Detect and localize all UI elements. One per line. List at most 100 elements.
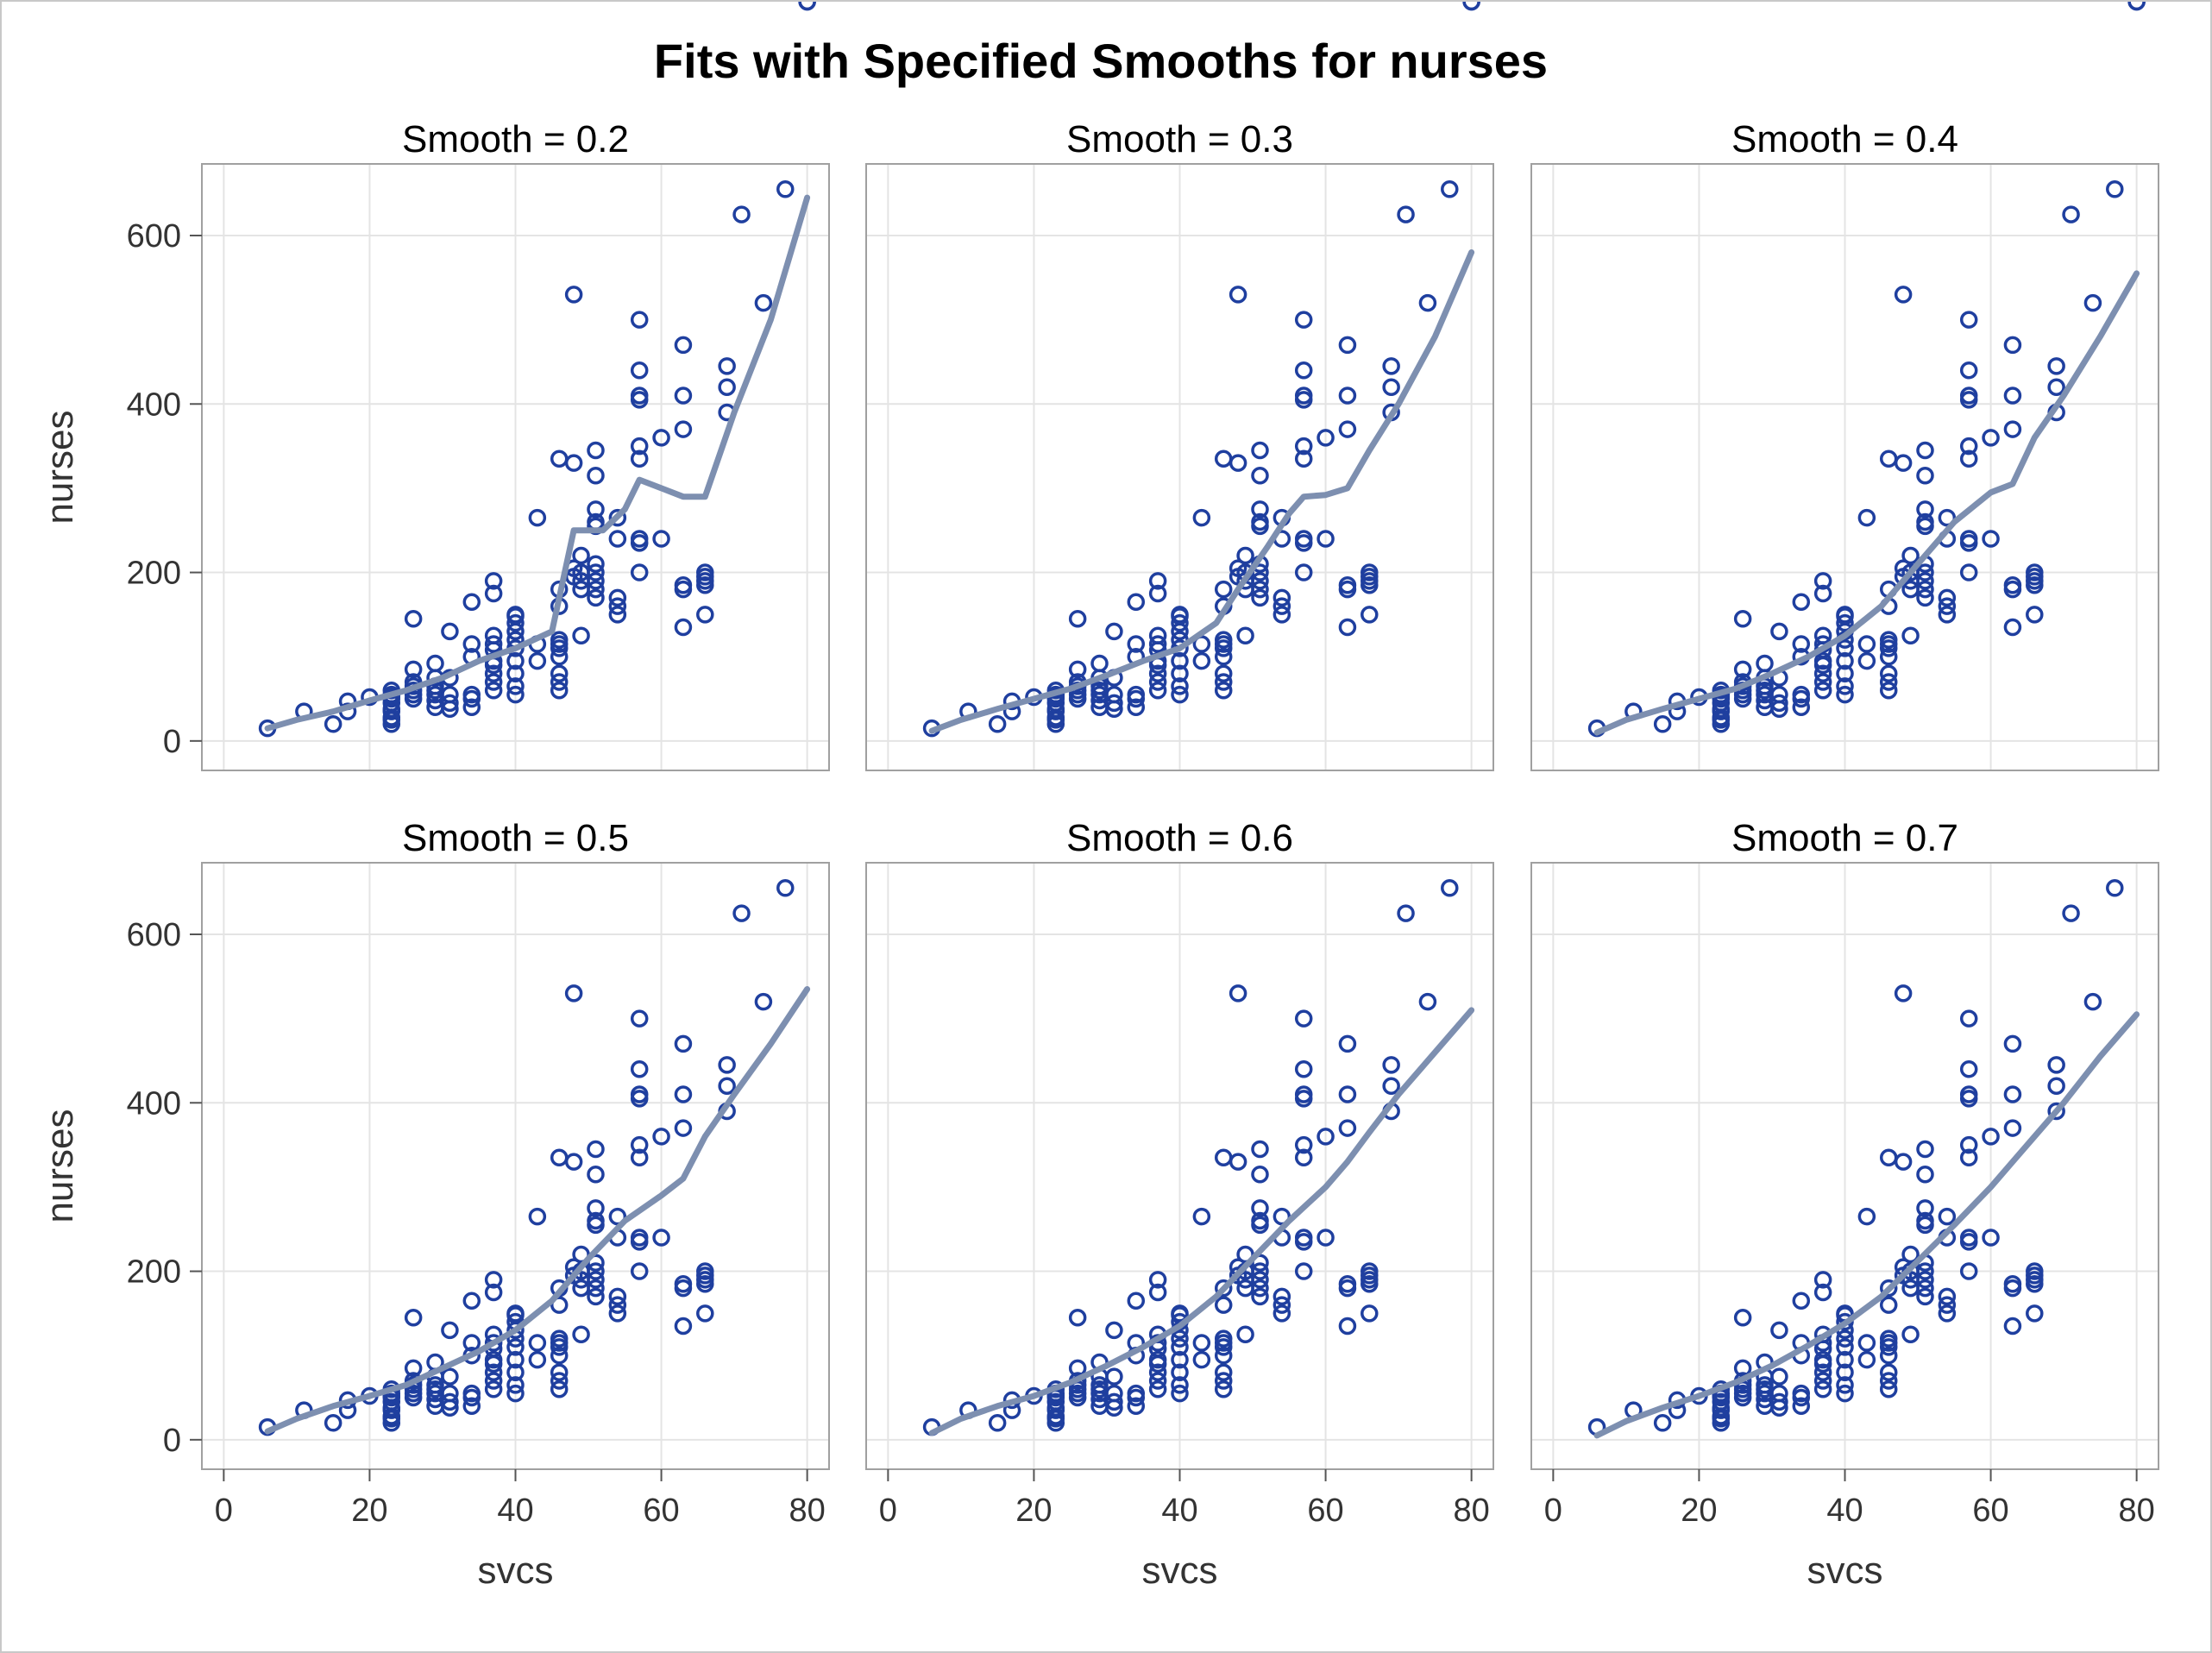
x-tick-label: 0 [879, 1493, 897, 1529]
data-point [1792, 593, 1811, 611]
data-point [1756, 1376, 1774, 1394]
data-point [1792, 689, 1811, 708]
data-point [2003, 1274, 2022, 1293]
y-tick-label: 200 [127, 556, 181, 592]
data-point [630, 449, 649, 468]
data-point [1382, 1056, 1400, 1074]
data-point [441, 1367, 459, 1386]
data-point [506, 1376, 525, 1394]
data-point [1294, 1262, 1313, 1280]
data-point [1938, 1296, 1957, 1314]
x-tick-label: 20 [1015, 1493, 1052, 1529]
data-point [696, 568, 714, 586]
data-point [608, 530, 627, 548]
data-point [1813, 1372, 1832, 1390]
data-point [1397, 904, 1415, 922]
data-point [608, 588, 627, 607]
data-point [1171, 1363, 1189, 1381]
data-point [1879, 1346, 1898, 1365]
data-point [1236, 1325, 1254, 1344]
data-point [1236, 626, 1254, 645]
data-point [1938, 597, 1957, 615]
x-tick-label: 0 [1544, 1493, 1562, 1529]
data-point [1916, 517, 1934, 536]
data-point [1046, 1410, 1065, 1428]
data-point [1192, 1207, 1211, 1226]
data-point [1317, 530, 1335, 548]
data-point [1171, 1376, 1189, 1394]
data-point [1251, 1279, 1269, 1298]
data-point [528, 1334, 547, 1352]
data-point [550, 673, 569, 691]
data-point [506, 1338, 525, 1356]
data-point [608, 1207, 627, 1226]
data-point [587, 1199, 605, 1217]
panel-title: Smooth = 0.7 [1731, 817, 1958, 859]
data-point [1127, 635, 1146, 653]
data-point [1836, 1384, 1854, 1403]
data-point [1653, 715, 1672, 733]
data-point [1792, 1388, 1811, 1407]
data-point [1756, 654, 1774, 673]
data-point [1251, 572, 1269, 590]
data-point [382, 711, 401, 729]
data-point [1148, 1271, 1167, 1289]
data-point [1959, 311, 1978, 329]
x-tick-label: 80 [2118, 1493, 2154, 1529]
data-point [1959, 1148, 1978, 1166]
data-point [1338, 1317, 1357, 1336]
data-point [1733, 610, 1752, 628]
data-point [484, 1372, 503, 1390]
data-point [550, 1363, 569, 1381]
data-point [1361, 1274, 1379, 1293]
data-point [1214, 1296, 1233, 1314]
data-point [1127, 593, 1146, 611]
data-point [630, 1135, 649, 1154]
data-point [572, 626, 590, 645]
data-point [1214, 1372, 1233, 1390]
data-point [1229, 984, 1247, 1002]
data-point [1148, 1363, 1167, 1381]
data-point [1982, 429, 2000, 447]
data-point [404, 610, 423, 628]
data-point [506, 1363, 525, 1381]
data-point [1171, 1384, 1189, 1403]
data-point [2062, 904, 2080, 922]
data-point [506, 1306, 525, 1324]
data-point [484, 584, 503, 603]
data-point [1836, 1329, 1854, 1348]
data-point [630, 391, 649, 409]
data-point [1214, 1346, 1233, 1365]
data-point [382, 1410, 401, 1428]
data-point [1712, 700, 1731, 718]
data-point [1959, 1059, 1978, 1078]
data-point [1916, 588, 1934, 607]
data-point [1382, 378, 1400, 396]
data-point [441, 685, 459, 704]
data-point [528, 651, 547, 670]
data-point [1813, 1380, 1832, 1398]
data-point [506, 1350, 525, 1369]
data-point [696, 1304, 714, 1323]
data-point [608, 597, 627, 615]
data-point [1148, 626, 1167, 645]
panel-title: Smooth = 0.4 [1731, 118, 1958, 160]
data-point [1770, 685, 1788, 704]
data-point [587, 500, 605, 519]
data-point [1879, 1363, 1898, 1381]
data-point [484, 1271, 503, 1289]
data-point [1916, 1216, 1934, 1235]
data-point [1879, 681, 1898, 700]
data-point [630, 311, 649, 329]
data-point [1229, 1153, 1247, 1171]
data-point [1894, 1153, 1913, 1171]
data-point [1294, 563, 1313, 581]
data-point [1441, 879, 1459, 897]
x-axis-title: svcs [478, 1549, 554, 1592]
data-point [1127, 1388, 1146, 1407]
data-point [1959, 1090, 1978, 1108]
data-point [1361, 568, 1379, 586]
data-point [1192, 1334, 1211, 1352]
data-point [696, 606, 714, 624]
data-point [674, 1085, 693, 1103]
